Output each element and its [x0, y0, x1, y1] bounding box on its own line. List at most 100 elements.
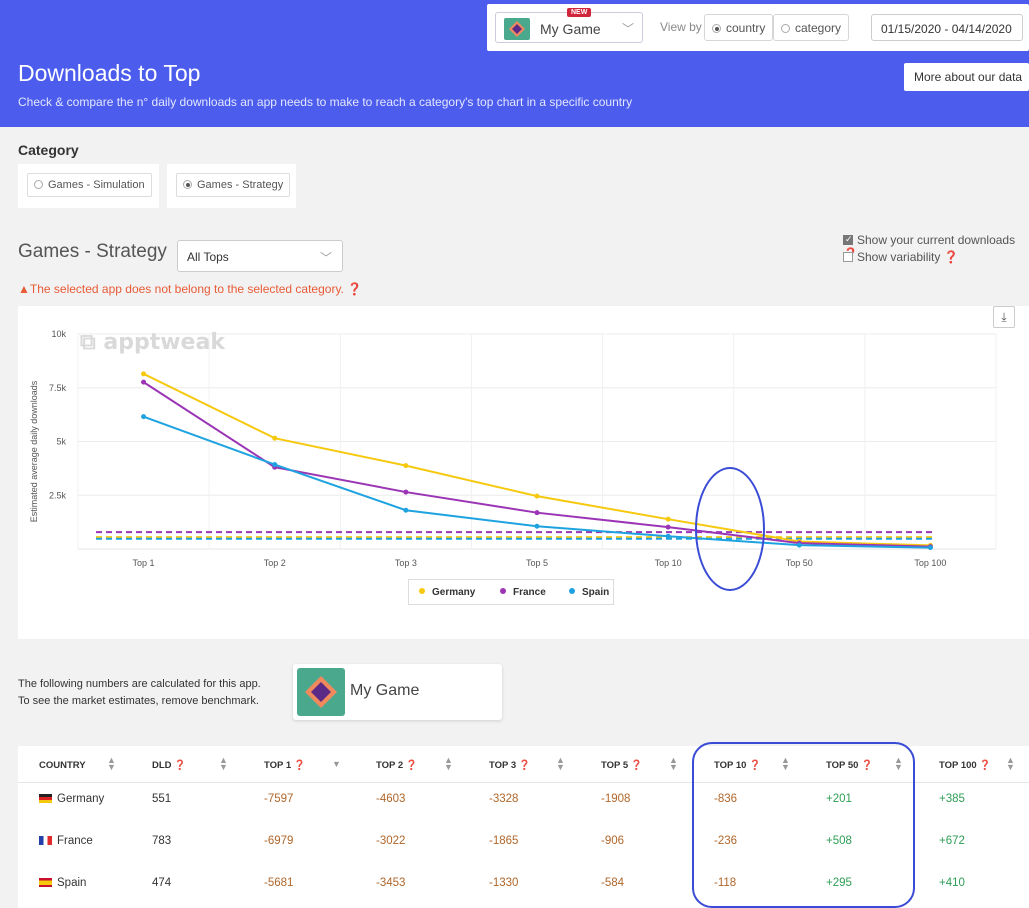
- page-title: Downloads to Top: [18, 60, 201, 86]
- column-header-top3[interactable]: TOP 3 ❓: [489, 760, 531, 771]
- help-icon[interactable]: ❓: [861, 760, 873, 771]
- column-header-top5[interactable]: TOP 5 ❓: [601, 760, 643, 771]
- show-variability-checkbox[interactable]: Show variability ❓: [843, 250, 959, 264]
- benchmark-note-line: The following numbers are calculated for…: [18, 678, 261, 690]
- column-header-top2[interactable]: TOP 2 ❓: [376, 760, 418, 771]
- radio-unchecked-icon: [34, 180, 43, 189]
- date-range-picker[interactable]: 01/15/2020 - 04/14/2020: [871, 14, 1023, 41]
- help-icon[interactable]: ❓: [405, 760, 418, 771]
- top100-cell: +385: [939, 793, 965, 805]
- legend-item-germany[interactable]: Germany: [419, 587, 475, 598]
- column-header-label: TOP 10: [714, 760, 747, 771]
- page-subtitle: Check & compare the n° daily downloads a…: [18, 95, 633, 109]
- column-header-top1[interactable]: TOP 1 ❓: [264, 760, 306, 771]
- x-tick-label: Top 3: [395, 558, 417, 568]
- legend-dot: [569, 588, 575, 594]
- legend-label: Germany: [432, 587, 476, 598]
- legend-item-france[interactable]: France: [500, 587, 546, 598]
- chevron-down-icon: ﹀: [319, 251, 332, 265]
- view-by-label: View by: [660, 20, 702, 34]
- sort-icon[interactable]: ▲ ▼: [107, 755, 116, 772]
- top3-cell: -1330: [489, 877, 519, 889]
- highlight-box: [692, 742, 915, 908]
- sort-icon[interactable]: ▲ ▼: [1006, 755, 1015, 772]
- help-icon[interactable]: ❓: [979, 760, 992, 771]
- column-header-label: TOP 5: [601, 760, 629, 771]
- country-name: Spain: [57, 877, 87, 889]
- warning-text: The selected app does not belong to the …: [29, 282, 344, 296]
- column-header-top10[interactable]: TOP 10 ❓: [714, 760, 761, 771]
- legend-dot: [500, 588, 506, 594]
- data-point: [534, 493, 540, 499]
- category-card: Games - Strategy: [167, 164, 296, 208]
- data-point: [665, 524, 671, 530]
- category-simulation-radio[interactable]: Games - Simulation: [27, 173, 152, 197]
- chart-legend: Germany France Spain: [408, 579, 614, 605]
- column-header-top100[interactable]: TOP 100 ❓: [939, 760, 991, 771]
- country-name: Germany: [57, 793, 105, 805]
- help-icon[interactable]: ❓: [518, 760, 531, 771]
- sort-desc-icon[interactable]: ▼: [332, 759, 341, 769]
- top10-cell: -236: [714, 835, 738, 847]
- tops-select[interactable]: All Tops ﹀: [177, 240, 343, 272]
- new-badge: NEW: [567, 8, 592, 17]
- sort-icon[interactable]: ▲ ▼: [444, 755, 453, 772]
- more-about-data-button[interactable]: More about our data: [904, 63, 1029, 91]
- help-icon[interactable]: ❓: [293, 760, 306, 771]
- spain-flag-icon: [39, 878, 52, 887]
- column-header-label: TOP 2: [376, 760, 404, 771]
- table-row: Germany 551 -7597 -4603 -3328 -1908 -836…: [18, 793, 1029, 835]
- app-name: My Game: [540, 21, 601, 37]
- column-header-country[interactable]: COUNTRY: [39, 760, 86, 771]
- column-header-label: TOP 3: [489, 760, 517, 771]
- data-point: [534, 510, 540, 516]
- view-by-country-radio[interactable]: country: [704, 14, 774, 41]
- data-point: [927, 545, 933, 551]
- radio-label: category: [795, 21, 842, 35]
- table-row: France 783 -6979 -3022 -1865 -906 -236 +…: [18, 835, 1029, 877]
- checkbox-checked-icon: [843, 234, 853, 245]
- help-icon[interactable]: ❓: [943, 250, 959, 264]
- column-header-dld[interactable]: DLD ❓: [152, 760, 186, 771]
- data-point: [665, 516, 671, 522]
- category-strategy-radio[interactable]: Games - Strategy: [176, 173, 291, 197]
- app-selector[interactable]: My Game ﹀ NEW: [495, 8, 643, 43]
- series-line: [143, 381, 931, 548]
- column-header-label: TOP 100: [939, 760, 977, 771]
- x-tick-label: Top 10: [655, 558, 682, 568]
- y-tick-label: 5k: [56, 437, 66, 447]
- country-cell: Germany: [39, 793, 104, 805]
- benchmark-app-card[interactable]: My Game: [293, 664, 502, 720]
- y-axis-label: Estimated average daily downloads: [29, 380, 39, 522]
- view-by-category-radio[interactable]: category: [773, 14, 850, 41]
- dld-cell: 551: [152, 793, 172, 805]
- sort-icon[interactable]: ▲ ▼: [556, 755, 565, 772]
- sort-icon[interactable]: ▲ ▼: [219, 755, 228, 772]
- top50-cell: +508: [826, 835, 852, 847]
- dld-cell: 474: [152, 877, 172, 889]
- data-point: [403, 489, 409, 495]
- country-name: France: [57, 835, 93, 847]
- country-cell: Spain: [39, 877, 86, 889]
- column-header-label: DLD: [152, 760, 172, 771]
- sort-icon[interactable]: ▲ ▼: [781, 755, 790, 772]
- data-point: [403, 463, 409, 469]
- help-icon[interactable]: ❓: [630, 760, 643, 771]
- sort-icon[interactable]: ▲ ▼: [669, 755, 678, 772]
- legend-item-spain[interactable]: Spain: [569, 587, 609, 598]
- top10-cell: -118: [714, 877, 737, 889]
- dld-cell: 783: [152, 835, 172, 847]
- app-icon: [504, 18, 530, 40]
- help-icon[interactable]: ❓: [174, 760, 187, 771]
- x-tick-label: Top 100: [914, 558, 946, 568]
- top50-cell: +295: [826, 877, 852, 889]
- category-label: Category: [18, 142, 79, 158]
- top100-cell: +672: [939, 835, 965, 847]
- column-header-top50[interactable]: TOP 50 ❓: [826, 760, 873, 771]
- help-icon[interactable]: ❓: [347, 282, 363, 296]
- download-icon[interactable]: ⤓: [993, 306, 1015, 328]
- top5-cell: -1908: [601, 793, 631, 805]
- help-icon[interactable]: ❓: [749, 760, 761, 771]
- column-header-label: TOP 50: [826, 760, 859, 771]
- checkbox-unchecked-icon: [843, 252, 853, 262]
